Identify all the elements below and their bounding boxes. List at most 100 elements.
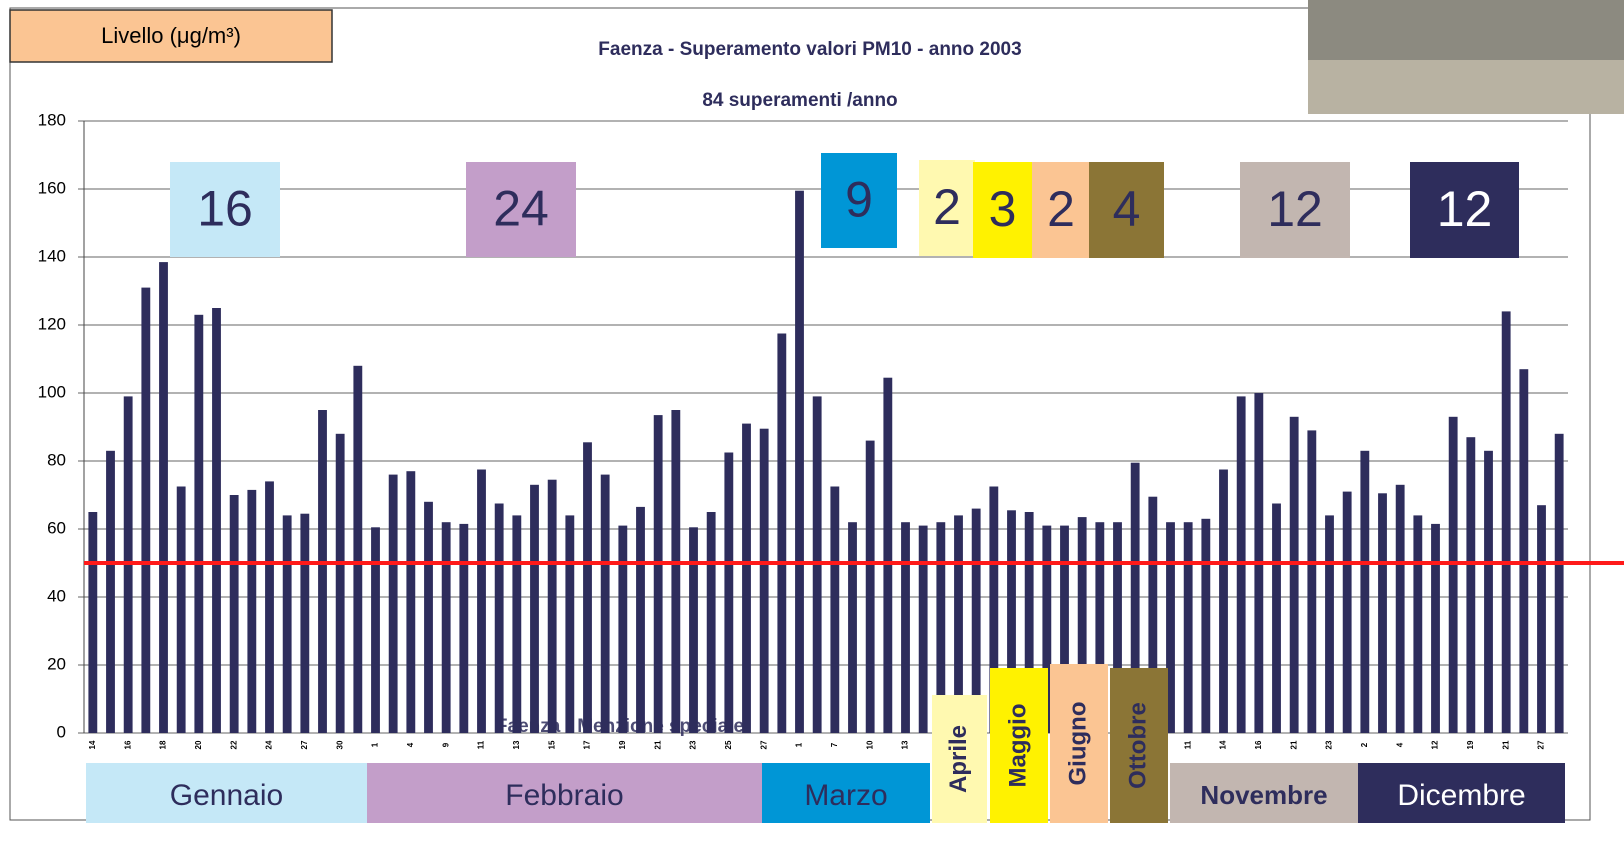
bar <box>300 513 310 733</box>
bar <box>353 365 363 733</box>
month-label: Febbraio <box>505 779 623 812</box>
bar <box>1431 523 1440 733</box>
bar <box>918 525 928 733</box>
x-tick-label: 14 <box>1219 740 1228 749</box>
bar <box>424 501 433 733</box>
bar <box>441 522 451 733</box>
bar <box>777 333 787 733</box>
bar <box>618 525 628 733</box>
bar <box>653 415 663 733</box>
bar <box>865 440 875 733</box>
bar <box>1378 493 1387 733</box>
bar <box>371 527 380 733</box>
bar <box>1342 491 1352 733</box>
x-tick-label: 19 <box>1466 740 1475 749</box>
bar <box>106 450 115 733</box>
month-box <box>990 668 1048 823</box>
bar <box>1130 462 1140 733</box>
bar <box>1537 505 1546 733</box>
month-box <box>367 763 762 823</box>
month-count: 3 <box>989 181 1017 237</box>
bar <box>1007 510 1016 733</box>
month-box <box>1170 763 1358 823</box>
bar <box>954 515 963 733</box>
bar <box>1448 416 1458 733</box>
count-box <box>919 160 975 256</box>
month-label: Novembre <box>1200 780 1327 810</box>
x-tick-label: 21 <box>1501 740 1510 749</box>
bar <box>282 515 292 733</box>
bar <box>689 527 698 733</box>
month-label: Maggio <box>1004 704 1031 788</box>
month-box <box>1050 664 1108 823</box>
y-tick-label: 20 <box>47 654 66 673</box>
bar <box>141 287 151 733</box>
bar <box>459 523 469 733</box>
y-label-box <box>9 9 333 63</box>
bar <box>671 410 681 733</box>
bar <box>971 508 981 733</box>
x-tick-label: 21 <box>653 740 662 749</box>
month-count: 16 <box>197 181 253 237</box>
bar <box>848 522 857 733</box>
count-box <box>1240 162 1350 258</box>
x-tick-label: 15 <box>547 740 556 749</box>
x-tick-label: 19 <box>618 740 627 749</box>
bar <box>706 512 716 733</box>
x-tick-label: 1 <box>371 742 380 747</box>
bar <box>477 469 486 733</box>
count-box <box>973 162 1032 258</box>
month-label: Marzo <box>804 779 887 812</box>
bar <box>530 484 539 733</box>
x-tick-label: 16 <box>1254 740 1263 749</box>
x-tick-label: 18 <box>159 740 168 749</box>
x-tick-label: 4 <box>1395 742 1404 747</box>
bar <box>512 515 522 733</box>
y-tick-label: 120 <box>38 314 66 333</box>
count-box <box>1410 162 1519 258</box>
y-tick-label: 100 <box>38 382 66 401</box>
photo-street <box>1308 60 1624 114</box>
chart-subtitle: 84 superamenti /anno <box>702 90 897 111</box>
x-tick-label: 1 <box>795 742 804 747</box>
x-tick-label: 13 <box>512 740 521 749</box>
month-box <box>1358 763 1565 823</box>
bar <box>1484 450 1493 733</box>
bar <box>936 522 946 733</box>
month-count: 4 <box>1113 181 1141 237</box>
bar <box>1219 469 1228 733</box>
bar <box>194 314 204 733</box>
bar <box>547 479 557 733</box>
y-tick-label: 80 <box>47 450 66 469</box>
bar <box>1166 522 1175 733</box>
y-tick-label: 60 <box>47 518 66 537</box>
month-box <box>932 695 987 823</box>
x-tick-label: 23 <box>1325 740 1334 749</box>
bar <box>1307 430 1317 733</box>
bar <box>1466 437 1476 733</box>
bar <box>88 512 98 733</box>
month-count: 12 <box>1437 181 1493 237</box>
bar <box>318 410 327 733</box>
bar <box>1201 518 1211 733</box>
month-label: Ottobre <box>1124 702 1151 789</box>
chart-title: Faenza - Superamento valori PM10 - anno … <box>598 39 1021 60</box>
bar <box>159 262 168 733</box>
count-box <box>170 162 280 257</box>
bar <box>883 377 893 733</box>
x-tick-label: 23 <box>689 740 698 749</box>
month-count: 24 <box>493 181 549 237</box>
x-tick-label: 11 <box>1183 740 1192 749</box>
month-count: 2 <box>1047 181 1075 237</box>
bar <box>1519 369 1529 733</box>
month-count: 2 <box>933 179 961 235</box>
x-tick-label: 4 <box>406 742 415 747</box>
bar <box>176 486 186 733</box>
bar <box>1060 525 1069 733</box>
x-tick-label: 21 <box>1289 740 1298 749</box>
bar <box>335 433 345 733</box>
x-tick-label: 10 <box>865 740 874 749</box>
bar <box>406 471 416 733</box>
bar <box>1077 517 1087 733</box>
